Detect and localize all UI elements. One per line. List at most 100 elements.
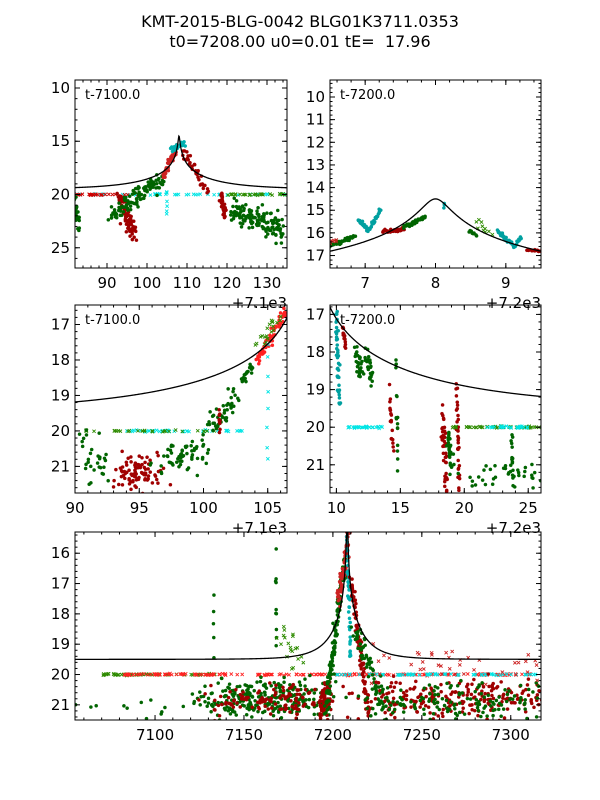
series-cluster [253, 314, 283, 347]
data-point [134, 238, 139, 242]
model-curve [75, 317, 287, 403]
panel-annotation: t-7200.0 [340, 88, 395, 103]
data-point [499, 714, 503, 719]
data-point [144, 188, 149, 193]
data-point [356, 717, 361, 720]
data-point [221, 689, 225, 693]
data-point [394, 415, 399, 420]
data-point [395, 700, 400, 704]
data-point [223, 416, 227, 420]
data-point [472, 708, 477, 713]
data-point [190, 439, 195, 444]
data-point [197, 698, 201, 702]
data-point [494, 698, 499, 703]
data-point [389, 413, 394, 417]
data-point [568, 704, 571, 707]
data-point [418, 705, 422, 709]
data-point [226, 708, 231, 713]
data-point [249, 367, 254, 372]
data-point [223, 693, 228, 698]
data-point [369, 714, 373, 718]
y-tick-label: 18 [306, 343, 325, 361]
data-point [374, 688, 379, 693]
data-point [519, 695, 523, 700]
data-point [440, 425, 445, 430]
data-point [139, 192, 144, 197]
data-point [440, 403, 445, 407]
data-point [217, 408, 221, 412]
data-point [77, 215, 82, 220]
data-point [369, 660, 374, 664]
data-point [283, 310, 287, 315]
data-point [399, 688, 403, 692]
data-point [124, 463, 129, 467]
data-point [301, 660, 306, 665]
data-point [103, 192, 108, 197]
data-point [289, 685, 294, 689]
data-point [235, 684, 240, 689]
data-point [256, 673, 260, 678]
data-point [450, 425, 455, 430]
data-point [441, 714, 445, 719]
data-point [307, 697, 312, 702]
data-point [171, 463, 175, 467]
data-point [327, 699, 331, 703]
data-point [353, 598, 358, 602]
data-point [548, 693, 551, 696]
data-point [480, 478, 485, 482]
data-points [75, 140, 287, 246]
data-point [302, 692, 306, 696]
data-point [470, 484, 474, 488]
data-point [146, 474, 151, 478]
y-tick-label: 21 [51, 696, 70, 714]
data-point [126, 429, 131, 434]
data-point [371, 668, 376, 673]
data-point [483, 673, 488, 677]
series-cluster [349, 625, 389, 711]
data-point [427, 699, 431, 704]
data-point [278, 314, 283, 319]
data-point [288, 710, 292, 714]
series-cluster [239, 362, 255, 384]
data-point [212, 421, 217, 425]
data-point [260, 333, 265, 338]
data-point [246, 705, 251, 710]
data-point [233, 192, 238, 196]
data-point [262, 672, 267, 677]
series-cluster [334, 309, 343, 406]
data-point [415, 709, 419, 714]
series-cluster [181, 149, 211, 195]
data-point [472, 672, 476, 677]
data-point [444, 488, 449, 493]
data-point [154, 477, 159, 482]
data-point [149, 461, 153, 465]
data-point [457, 463, 462, 468]
data-point [230, 410, 235, 415]
data-point [364, 653, 369, 658]
data-point [159, 464, 163, 468]
data-point [274, 577, 278, 581]
series-cluster [211, 593, 216, 660]
data-point [278, 704, 283, 708]
data-point [407, 672, 412, 677]
data-point [417, 652, 421, 657]
series-cluster [322, 549, 349, 716]
data-point [226, 695, 231, 700]
data-point [427, 683, 432, 687]
data-point [198, 690, 202, 694]
data-point [249, 209, 254, 213]
data-point [278, 227, 283, 231]
data-point [266, 389, 271, 394]
data-point [278, 696, 282, 700]
data-point [435, 705, 439, 709]
data-point [404, 693, 409, 698]
data-point [356, 424, 361, 429]
data-point [150, 429, 155, 434]
data-point [101, 672, 106, 676]
data-point [354, 359, 359, 364]
data-point [162, 179, 166, 184]
data-point [102, 465, 106, 470]
data-point [398, 695, 403, 700]
data-point [283, 696, 288, 701]
data-point [430, 672, 435, 677]
